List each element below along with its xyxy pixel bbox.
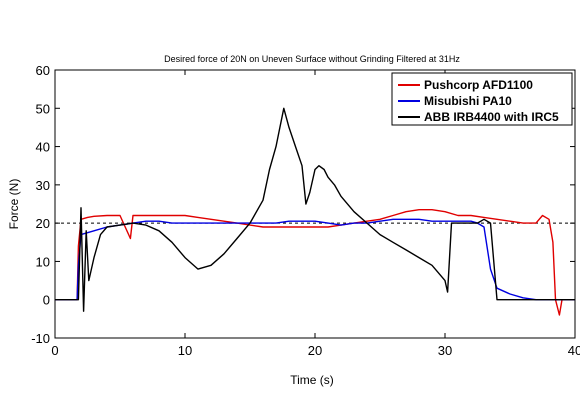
- x-axis: 0 10 20 30 40: [51, 70, 580, 358]
- legend-box: [391, 72, 573, 126]
- y-axis: -10 0 10 20 30 40 50 60: [31, 63, 575, 346]
- y-tick-label: 10: [36, 254, 50, 269]
- y-tick-label: 20: [36, 216, 50, 231]
- y-tick-label: 50: [36, 101, 50, 116]
- series-line-3: [55, 107, 575, 312]
- legend-entry: ABB IRB4400 with IRC5: [424, 110, 559, 124]
- watermark-text: 知乎 @桂郭: [462, 339, 536, 356]
- y-axis-label: Force (N): [7, 179, 21, 230]
- chart-title: Desired force of 20N on Uneven Surface w…: [164, 54, 460, 64]
- series-group: [55, 107, 575, 316]
- y-tick-label: 40: [36, 140, 50, 155]
- y-tick-label: -10: [31, 331, 50, 346]
- x-tick-label: 0: [51, 343, 58, 358]
- x-tick-label: 10: [178, 343, 192, 358]
- y-tick-label: 30: [36, 178, 50, 193]
- watermark: 知乎 @桂郭: [462, 339, 536, 356]
- x-axis-label: Time (s): [290, 373, 334, 387]
- x-tick-label: 20: [308, 343, 322, 358]
- legend-entry: Pushcorp AFD1100: [424, 78, 533, 92]
- y-tick-label: 0: [43, 293, 50, 308]
- x-tick-label: 40: [568, 343, 580, 358]
- y-tick-label: 60: [36, 63, 50, 78]
- legend-entry: Misubishi PA10: [424, 94, 512, 108]
- x-tick-label: 30: [438, 343, 452, 358]
- series-line-1: [55, 208, 575, 316]
- legend: Pushcorp AFD1100 Misubishi PA10 ABB IRB440…: [391, 72, 573, 126]
